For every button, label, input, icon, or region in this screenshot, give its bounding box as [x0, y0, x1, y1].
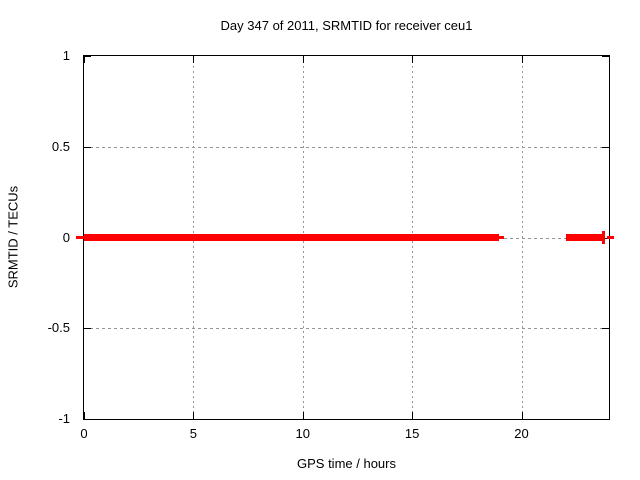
y-tick-mark [602, 328, 609, 329]
data-segment [84, 234, 499, 241]
gridline-vertical [522, 56, 523, 419]
x-axis-label: GPS time / hours [297, 456, 396, 471]
y-tick-mark [602, 238, 609, 239]
data-segment-thin [606, 236, 615, 239]
x-tick-mark [522, 412, 523, 419]
y-tick-mark [602, 147, 609, 148]
y-tick-label: -1 [58, 411, 70, 426]
y-tick-mark [602, 56, 609, 57]
x-tick-mark [84, 412, 85, 419]
y-tick-label: -0.5 [47, 320, 70, 336]
x-tick-label: 5 [189, 426, 197, 441]
series-layer [75, 56, 615, 419]
y-tick-label: 0 [62, 229, 70, 245]
plot-area [75, 55, 615, 420]
x-tick-label: 0 [80, 426, 88, 441]
gridline-horizontal [84, 328, 609, 329]
y-tick-mark [84, 419, 91, 420]
data-segment-thin [498, 236, 504, 239]
x-tick-mark [303, 412, 304, 419]
x-tick-mark [303, 56, 304, 63]
x-tick-mark [193, 56, 194, 63]
data-segment-thin [75, 236, 84, 239]
x-tick-label: 15 [404, 426, 420, 441]
x-tick-label: 20 [514, 426, 529, 441]
y-tick-mark [84, 56, 91, 57]
y-tick-mark [84, 328, 91, 329]
tick-layer [84, 56, 609, 420]
x-tick-mark [412, 412, 413, 419]
x-tick-mark [522, 56, 523, 63]
x-tick-mark [193, 412, 194, 419]
x-tick-mark [84, 56, 85, 63]
data-segment [565, 234, 602, 241]
y-tick-label: 0.5 [51, 138, 70, 154]
y-tick-mark [84, 147, 91, 148]
chart-title: Day 347 of 2011, SRMTID for receiver ceu… [220, 18, 473, 33]
y-tick-label: 1 [62, 48, 70, 63]
y-tick-mark [602, 419, 609, 420]
x-tick-label: 10 [295, 426, 310, 441]
gridline-horizontal [84, 147, 609, 148]
data-point-plus-marker [601, 231, 605, 244]
x-tick-mark [412, 56, 413, 63]
